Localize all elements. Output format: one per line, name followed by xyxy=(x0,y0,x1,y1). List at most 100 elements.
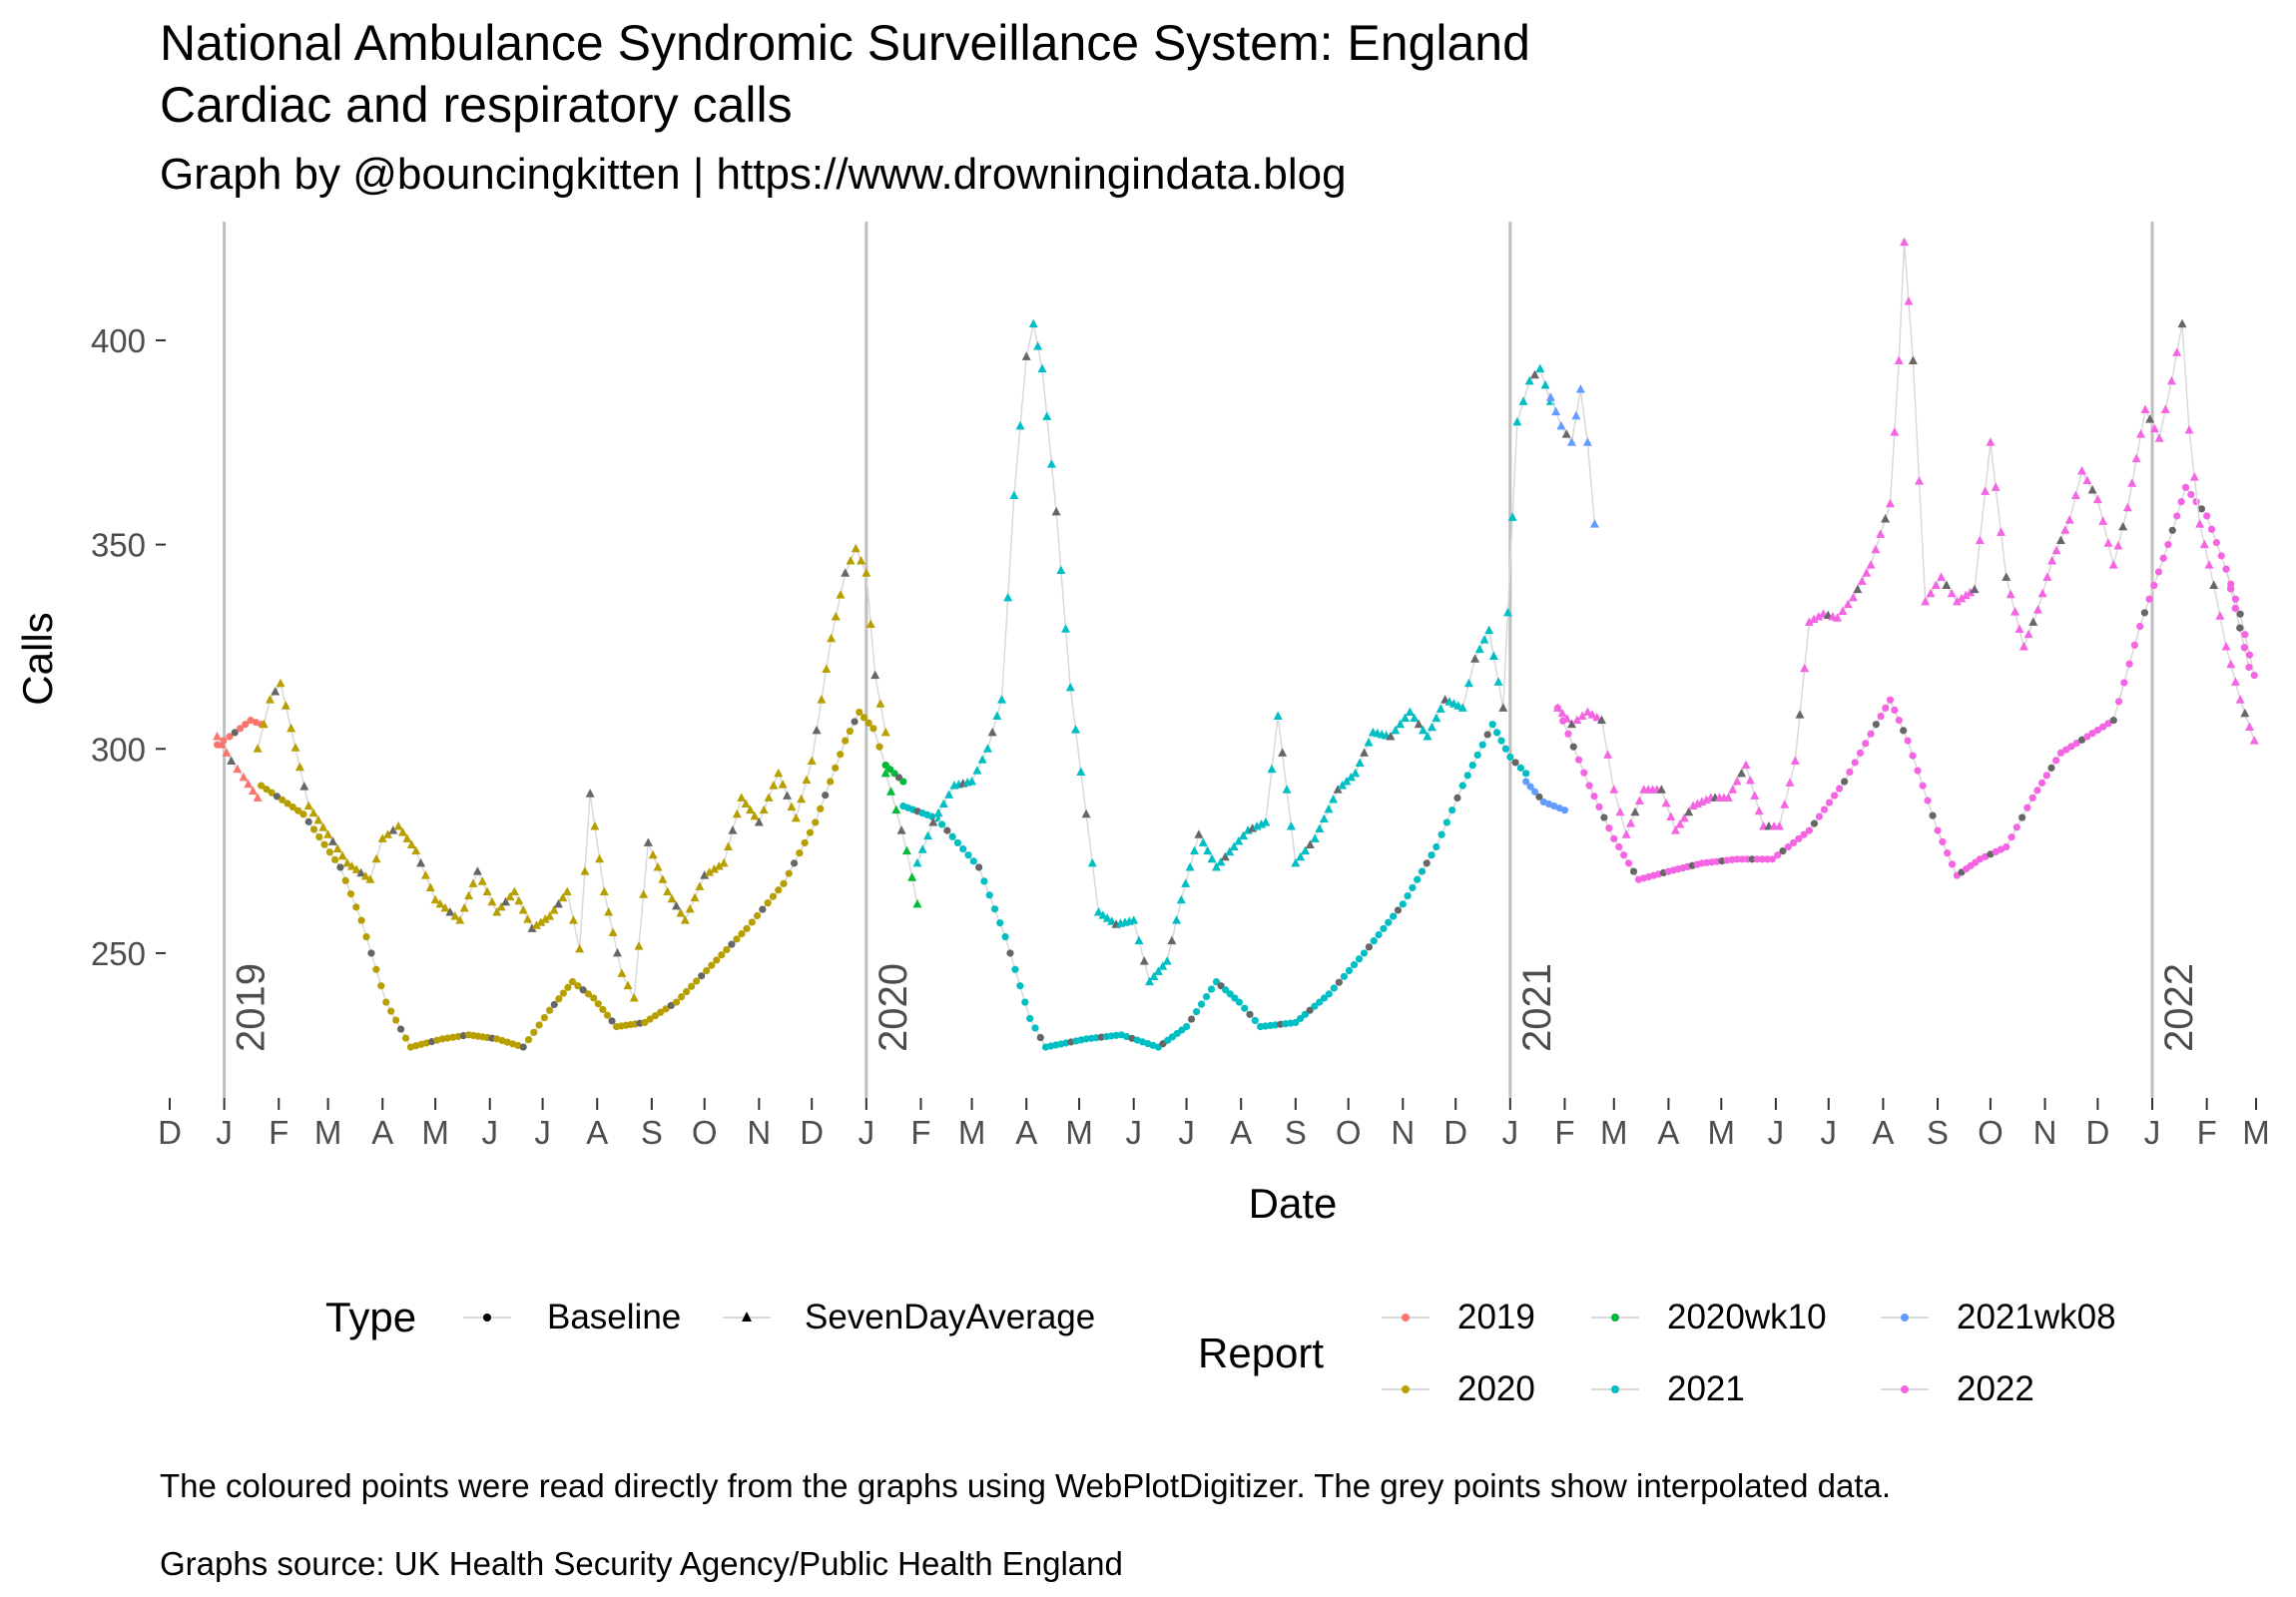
point-sevendayaverage-2021-84 xyxy=(1319,813,1329,823)
point-sevendayaverage-2020-22 xyxy=(360,870,370,880)
point-baseline-2020-69 xyxy=(608,1017,616,1025)
point-baseline-2021-125 xyxy=(1522,770,1530,778)
point-baseline-2020-18 xyxy=(352,903,360,911)
point-baseline-2020-8 xyxy=(299,810,307,818)
point-sevendayaverage-2022-41 xyxy=(1745,776,1755,785)
point-baseline-2020wk10-4 xyxy=(899,778,907,786)
point-sevendayaverage-2020-36 xyxy=(430,894,440,904)
point-sevendayaverage-2021-65 xyxy=(1229,841,1239,851)
point-sevendayaverage-2021-119 xyxy=(1479,635,1489,644)
year-marker-label-2019: 2019 xyxy=(230,963,274,1052)
x-tick-label-20: A xyxy=(1230,1114,1252,1151)
point-baseline-2021-70 xyxy=(1251,1016,1259,1025)
year-marker-label-2022: 2022 xyxy=(2157,963,2201,1052)
point-sevendayaverage-2022-70 xyxy=(1885,498,1895,508)
x-tick-label-14: F xyxy=(910,1114,930,1151)
point-sevendayaverage-2020-127 xyxy=(861,568,871,577)
point-sevendayaverage-2020-29 xyxy=(397,827,407,836)
point-baseline-2020-97 xyxy=(748,918,756,926)
point-baseline-2020-99 xyxy=(759,905,767,913)
year-marker-label-2021: 2021 xyxy=(1515,963,1559,1052)
point-baseline-2021-22 xyxy=(1011,965,1019,973)
point-sevendayaverage-2022-80 xyxy=(1937,572,1947,581)
point-sevendayaverage-2021-109 xyxy=(1432,713,1441,723)
point-baseline-2020-51 xyxy=(519,1043,527,1051)
point-sevendayaverage-2020wk10-0 xyxy=(880,768,890,778)
x-tick-label-26: F xyxy=(1554,1114,1574,1151)
point-baseline-2020-0 xyxy=(258,782,266,790)
point-sevendayaverage-2021-2 xyxy=(923,830,933,840)
point-baseline-2021wk08-8 xyxy=(1560,806,1569,814)
point-baseline-2020-91 xyxy=(718,951,726,959)
point-baseline-2021-83 xyxy=(1316,998,1324,1006)
point-sevendayaverage-2020-5 xyxy=(281,701,290,710)
point-sevendayaverage-2022-121 xyxy=(2136,429,2146,438)
point-sevendayaverage-2020-119 xyxy=(822,664,832,673)
point-baseline-2020-93 xyxy=(728,940,736,948)
point-sevendayaverage-2020-125 xyxy=(851,543,861,553)
point-sevendayaverage-2021-93 xyxy=(1360,748,1370,757)
point-sevendayaverage-2020-91 xyxy=(690,892,700,902)
point-sevendayaverage-2022-108 xyxy=(2070,490,2080,500)
point-sevendayaverage-2021-64 xyxy=(1225,846,1235,856)
point-baseline-2020-115 xyxy=(842,737,850,745)
point-sevendayaverage-2020-108 xyxy=(769,781,779,790)
point-sevendayaverage-2020-41 xyxy=(455,915,465,924)
point-baseline-2022-117 xyxy=(2140,609,2148,617)
point-baseline-2021-95 xyxy=(1375,930,1383,939)
point-baseline-2021-103 xyxy=(1414,875,1422,883)
point-sevendayaverage-2020wk10-6 xyxy=(912,898,922,908)
point-sevendayaverage-2022-94 xyxy=(2006,589,2015,599)
point-sevendayaverage-2022-7 xyxy=(1587,710,1597,719)
series-line-baseline-2022 xyxy=(1556,485,2255,881)
series-line-baseline-2020 xyxy=(261,711,886,1048)
point-sevendayaverage-2020-131 xyxy=(880,727,890,737)
point-baseline-2020-56 xyxy=(546,1006,554,1014)
point-sevendayaverage-2020-84 xyxy=(658,874,668,883)
point-baseline-2022-101 xyxy=(2056,749,2064,757)
point-sevendayaverage-2021-24 xyxy=(1037,363,1047,373)
point-baseline-2020-122 xyxy=(875,743,883,751)
point-sevendayaverage-2021-102 xyxy=(1401,713,1411,723)
point-baseline-2021-20 xyxy=(1001,932,1009,941)
point-sevendayaverage-2020-70 xyxy=(590,821,600,830)
point-baseline-2022-91 xyxy=(2008,833,2015,841)
point-baseline-2022-129 xyxy=(2197,505,2205,513)
point-baseline-2020-61 xyxy=(568,977,577,986)
point-baseline-2020-83 xyxy=(677,993,686,1001)
point-sevendayaverage-2020-95 xyxy=(709,864,719,873)
point-baseline-2020-20 xyxy=(362,932,370,941)
point-sevendayaverage-2019-6 xyxy=(244,779,254,789)
point-baseline-2021-90 xyxy=(1350,961,1359,969)
point-sevendayaverage-2022-14 xyxy=(1626,817,1636,827)
point-sevendayaverage-2021-116 xyxy=(1463,678,1473,688)
point-baseline-2020-25 xyxy=(387,1007,395,1015)
year-marker-label-2020: 2020 xyxy=(871,963,915,1052)
point-baseline-2022-107 xyxy=(2088,730,2096,738)
point-baseline-2021-57 xyxy=(1187,1015,1196,1023)
point-sevendayaverage-2021-57 xyxy=(1194,829,1204,838)
point-sevendayaverage-2020-52 xyxy=(505,891,515,901)
point-sevendayaverage-2021-60 xyxy=(1207,853,1217,863)
point-baseline-2022-7 xyxy=(1590,793,1598,800)
point-sevendayaverage-2021-131 xyxy=(1540,380,1550,389)
point-sevendayaverage-2021-83 xyxy=(1315,823,1325,833)
point-sevendayaverage-2021-73 xyxy=(1267,764,1277,774)
point-baseline-2021-92 xyxy=(1360,949,1369,957)
point-baseline-2020-84 xyxy=(682,987,691,996)
point-baseline-2022-139 xyxy=(2245,663,2253,672)
point-baseline-2020-96 xyxy=(743,924,751,932)
point-sevendayaverage-2022-100 xyxy=(2032,605,2042,614)
point-baseline-2021-102 xyxy=(1409,883,1417,892)
point-baseline-2022-145 xyxy=(2227,580,2235,588)
legend-report-label-2022: 2022 xyxy=(1957,1369,2034,1408)
point-sevendayaverage-2021-125 xyxy=(1507,512,1517,521)
point-baseline-2020-95 xyxy=(738,930,746,938)
point-baseline-2021-105 xyxy=(1423,859,1431,867)
point-sevendayaverage-2020-32 xyxy=(411,845,421,855)
chart-subtitle: Graph by @bouncingkitten | https://www.d… xyxy=(160,150,1347,199)
point-sevendayaverage-2022-91 xyxy=(1991,482,2001,491)
point-sevendayaverage-2020-78 xyxy=(629,992,639,1002)
point-sevendayaverage-2020-20 xyxy=(351,864,361,873)
point-baseline-2021-69 xyxy=(1246,1010,1254,1018)
